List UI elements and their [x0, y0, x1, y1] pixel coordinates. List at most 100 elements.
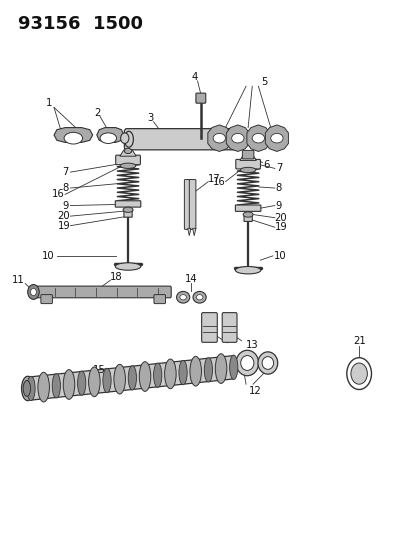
Circle shape — [28, 285, 39, 300]
Text: 16: 16 — [52, 189, 64, 199]
FancyBboxPatch shape — [195, 93, 205, 103]
Text: 9: 9 — [275, 200, 282, 211]
Ellipse shape — [229, 355, 237, 379]
Text: 17: 17 — [207, 174, 220, 184]
Ellipse shape — [115, 263, 140, 270]
Polygon shape — [265, 125, 288, 151]
Text: 2: 2 — [94, 108, 100, 118]
FancyBboxPatch shape — [124, 128, 240, 150]
Text: 10: 10 — [42, 251, 55, 261]
Ellipse shape — [261, 357, 273, 369]
Polygon shape — [246, 125, 269, 151]
FancyBboxPatch shape — [235, 159, 260, 169]
FancyBboxPatch shape — [201, 313, 217, 342]
Ellipse shape — [52, 374, 60, 398]
Polygon shape — [226, 125, 249, 151]
Ellipse shape — [153, 363, 161, 387]
Text: 12: 12 — [249, 386, 261, 396]
Text: 93156  1500: 93156 1500 — [18, 14, 142, 33]
FancyBboxPatch shape — [222, 313, 237, 342]
FancyBboxPatch shape — [235, 205, 260, 212]
Text: 10: 10 — [273, 251, 286, 261]
Polygon shape — [192, 228, 195, 236]
Ellipse shape — [100, 133, 116, 143]
Circle shape — [350, 363, 366, 384]
Circle shape — [120, 133, 128, 143]
Text: 1: 1 — [45, 98, 52, 108]
Circle shape — [31, 288, 36, 296]
Ellipse shape — [213, 133, 225, 143]
Polygon shape — [31, 356, 233, 400]
Ellipse shape — [120, 163, 135, 168]
Text: 16: 16 — [212, 176, 225, 187]
Text: 20: 20 — [57, 211, 70, 221]
Ellipse shape — [123, 207, 133, 213]
Ellipse shape — [63, 369, 75, 399]
FancyBboxPatch shape — [154, 295, 165, 304]
Ellipse shape — [240, 356, 253, 370]
Ellipse shape — [124, 148, 131, 154]
Ellipse shape — [192, 292, 206, 303]
Text: 13: 13 — [245, 340, 258, 350]
Text: 6: 6 — [119, 159, 126, 168]
Ellipse shape — [257, 352, 277, 374]
FancyBboxPatch shape — [41, 295, 52, 304]
Circle shape — [346, 358, 370, 390]
Ellipse shape — [179, 295, 186, 300]
Text: 8: 8 — [275, 183, 281, 193]
Ellipse shape — [64, 132, 83, 144]
FancyBboxPatch shape — [243, 214, 252, 221]
Text: 5: 5 — [261, 77, 267, 87]
FancyBboxPatch shape — [115, 201, 140, 207]
Ellipse shape — [103, 368, 111, 393]
Polygon shape — [119, 150, 136, 156]
Text: 19: 19 — [57, 221, 70, 231]
Ellipse shape — [235, 350, 258, 376]
Text: 14: 14 — [185, 274, 197, 284]
Text: 19: 19 — [274, 222, 287, 232]
Ellipse shape — [240, 167, 255, 173]
Polygon shape — [97, 127, 123, 142]
Ellipse shape — [215, 354, 226, 383]
Ellipse shape — [164, 359, 176, 389]
Ellipse shape — [23, 381, 31, 397]
Text: 18: 18 — [109, 272, 122, 282]
Ellipse shape — [190, 357, 201, 386]
Ellipse shape — [231, 133, 243, 143]
Text: 11: 11 — [12, 275, 25, 285]
Text: 7: 7 — [275, 164, 282, 173]
Text: 7: 7 — [62, 167, 68, 177]
Polygon shape — [239, 154, 256, 160]
Ellipse shape — [242, 212, 252, 217]
Ellipse shape — [77, 371, 85, 395]
Ellipse shape — [176, 292, 189, 303]
FancyBboxPatch shape — [184, 180, 190, 229]
Ellipse shape — [128, 366, 136, 390]
Text: 3: 3 — [147, 113, 153, 123]
Text: 15: 15 — [92, 365, 105, 375]
Ellipse shape — [27, 376, 35, 401]
Text: 20: 20 — [274, 213, 287, 223]
Ellipse shape — [235, 266, 260, 274]
FancyBboxPatch shape — [189, 180, 195, 229]
Ellipse shape — [204, 358, 212, 382]
FancyBboxPatch shape — [242, 150, 253, 159]
Ellipse shape — [124, 131, 133, 147]
Ellipse shape — [38, 372, 49, 402]
Text: 9: 9 — [62, 200, 68, 211]
Text: 21: 21 — [352, 336, 365, 346]
FancyBboxPatch shape — [34, 286, 171, 298]
Ellipse shape — [88, 367, 100, 397]
Polygon shape — [207, 125, 230, 151]
FancyBboxPatch shape — [115, 155, 140, 165]
Ellipse shape — [231, 131, 240, 147]
Ellipse shape — [252, 133, 264, 143]
Polygon shape — [187, 228, 190, 236]
Text: 4: 4 — [191, 71, 197, 82]
Text: 8: 8 — [62, 183, 68, 193]
Ellipse shape — [196, 295, 202, 300]
Ellipse shape — [178, 360, 187, 385]
Ellipse shape — [139, 362, 150, 391]
Ellipse shape — [21, 376, 34, 401]
Ellipse shape — [114, 365, 125, 394]
